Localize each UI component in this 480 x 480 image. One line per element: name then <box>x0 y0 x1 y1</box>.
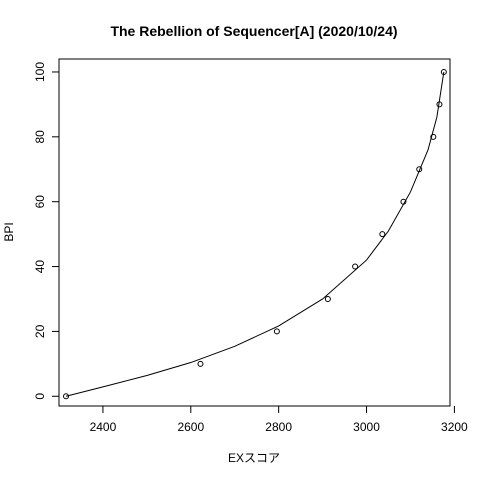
y-tick-label: 20 <box>33 324 47 338</box>
chart-title: The Rebellion of Sequencer[A] (2020/10/2… <box>110 23 397 39</box>
data-point <box>416 166 423 173</box>
x-axis: 2400 2600 2800 3000 3200 <box>90 406 468 434</box>
y-tick-label: 40 <box>33 260 47 274</box>
plot-frame <box>58 58 451 407</box>
data-point <box>440 68 447 75</box>
y-tick-label: 100 <box>33 62 47 82</box>
data-point <box>400 198 407 205</box>
data-point <box>63 393 70 400</box>
fit-curve-line <box>65 71 445 397</box>
data-point <box>379 231 386 238</box>
data-point <box>352 263 359 270</box>
x-axis-label: EXスコア <box>228 451 280 465</box>
x-tick-label: 3000 <box>353 420 380 434</box>
x-tick-label: 2400 <box>90 420 117 434</box>
y-tick-label: 0 <box>33 393 47 400</box>
data-point <box>197 360 204 367</box>
data-point <box>324 295 331 302</box>
y-axis-label: BPI <box>2 222 16 241</box>
y-tick-label: 80 <box>33 130 47 144</box>
x-tick-label: 2800 <box>265 420 292 434</box>
data-point <box>430 133 437 140</box>
x-tick-label: 2600 <box>177 420 204 434</box>
y-axis: 0 20 40 60 80 100 <box>33 62 59 400</box>
data-point <box>273 328 280 335</box>
data-point <box>436 101 443 108</box>
data-points <box>63 68 447 400</box>
y-tick-label: 60 <box>33 195 47 209</box>
x-tick-label: 3200 <box>441 420 468 434</box>
